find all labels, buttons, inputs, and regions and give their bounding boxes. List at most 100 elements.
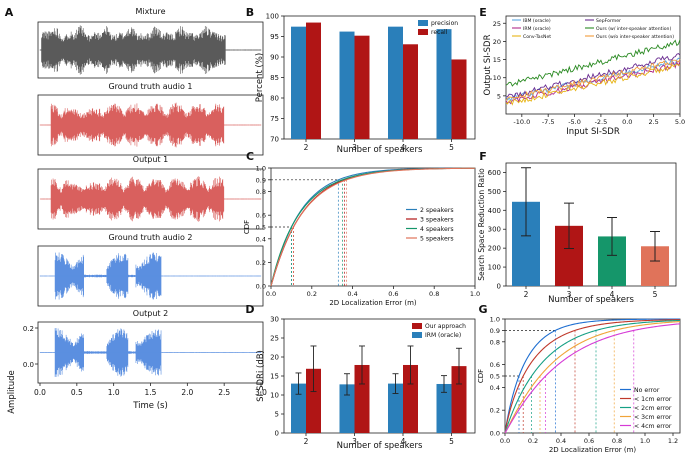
c-ytick-label-4: 0.6	[256, 212, 266, 220]
d-ylabel: SI-SDRi (dB)	[256, 350, 266, 402]
f-xtick-label-0: 2	[524, 290, 529, 299]
waveform-title-5: Output 2	[133, 309, 168, 318]
e-legend-label-5: Ours (w/o inter-speaker attention)	[596, 34, 674, 40]
d-bar-ours-5	[451, 366, 467, 433]
f-ytick-label-1: 100	[488, 264, 501, 272]
e-xtick-label-3: -2.5	[595, 118, 608, 126]
panel-letter-e: E	[479, 6, 487, 19]
a-ylabel: Amplitude	[7, 370, 17, 414]
e-series-3	[505, 53, 681, 99]
e-ytick-label-4: 25	[493, 20, 501, 28]
g-legend-label-0: No error	[634, 387, 660, 394]
f-ytick-label-2: 200	[488, 245, 501, 253]
f-ytick-label-3: 300	[488, 226, 501, 234]
g-legend-label-1: < 1cm error	[634, 396, 672, 403]
e-series-5	[505, 58, 681, 101]
d-bar-ours-2	[306, 368, 321, 433]
e-legend-label-4: Ours (w/ inter-speaker attention)	[596, 26, 671, 32]
g-ylabel: CDF	[477, 369, 485, 383]
f-xtick-label-2: 4	[610, 290, 615, 299]
b-bar-precision-3	[339, 31, 355, 139]
d-bar-irm-4	[388, 383, 403, 433]
e-legend-label-0: IBM (oracle)	[523, 18, 551, 24]
c-xlabel: 2D Localization Error (m)	[329, 299, 417, 307]
a-xtick-label-0: 0.0	[34, 388, 46, 397]
b-bar-precision-2	[291, 26, 306, 139]
c-xtick-label-1: 0.2	[307, 290, 317, 298]
g-xlabel: 2D Localization Error (m)	[549, 446, 637, 454]
panel-letter-d: D	[245, 303, 254, 316]
e-ytick-label-3: 20	[493, 38, 501, 46]
b-xlabel: Number of speakers	[337, 145, 423, 155]
g-xtick-label-1: 0.2	[528, 437, 538, 445]
b-legend-label-0: precision	[431, 20, 458, 27]
c-ytick-label-6: 0.9	[256, 176, 266, 184]
c-ytick-label-3: 0.5	[256, 224, 266, 232]
e-series-4	[505, 39, 681, 87]
e-ytick-label-1: 10	[493, 74, 501, 82]
c-legend-label-3: 5 speakers	[420, 236, 454, 243]
e-xtick-label-0: -10.0	[513, 118, 530, 126]
b-ytick-label-1: 75	[270, 115, 279, 123]
g-xtick-label-4: 0.8	[612, 437, 622, 445]
e-series-2	[505, 63, 681, 106]
a-ytick-label-0: 0.0	[23, 361, 34, 369]
waveform-panel-1	[37, 21, 264, 79]
f-xlabel: Number of speakers	[548, 295, 634, 305]
c-xtick-label-4: 0.8	[429, 290, 439, 298]
d-ytick-label-6: 30	[270, 316, 279, 324]
e-xtick-label-4: 0.0	[622, 118, 632, 126]
b-xtick-label-2: 4	[401, 143, 406, 152]
d-legend-swatch-1	[412, 332, 422, 338]
g-series-2	[504, 319, 681, 434]
c-legend-label-1: 3 speakers	[420, 217, 454, 224]
e-ytick-label-0: 5	[497, 92, 501, 100]
waveform-title-2: Ground truth audio 1	[108, 82, 192, 91]
c-xtick-label-5: 1.0	[470, 290, 480, 298]
waveform-panel-2	[37, 94, 264, 156]
e-xtick-label-1: -7.5	[542, 118, 555, 126]
g-legend-label-4: < 4cm error	[634, 423, 672, 430]
e-xtick-label-6: 5.0	[675, 118, 685, 126]
c-ytick-label-0: 0.0	[256, 283, 266, 291]
g-ytick-label-5: 0.8	[490, 338, 500, 346]
g-ytick-label-1: 0.2	[490, 407, 500, 415]
e-ytick-label-2: 15	[493, 56, 501, 64]
a-xtick-label-3: 1.5	[145, 388, 157, 397]
c-xtick-label-0: 0.0	[266, 290, 276, 298]
d-xlabel: Number of speakers	[337, 441, 423, 451]
waveform-panel-3	[37, 168, 264, 230]
g-ytick-label-3: 0.5	[490, 373, 500, 381]
d-bar-ours-4	[403, 364, 418, 433]
d-xtick-label-2: 4	[401, 437, 406, 446]
b-ytick-label-0: 70	[270, 136, 279, 144]
b-bar-recall-3	[354, 35, 370, 139]
d-legend-label-0: Our approach	[425, 323, 466, 330]
panel-letter-c: C	[246, 150, 254, 163]
b-ytick-label-2: 80	[270, 95, 279, 103]
g-xtick-label-6: 1.2	[668, 437, 678, 445]
b-ytick-label-5: 95	[270, 33, 279, 41]
f-ytick-label-6: 600	[488, 169, 501, 177]
e-xtick-label-2: -5.0	[568, 118, 581, 126]
d-bar-irm-3	[339, 384, 355, 433]
e-xtick-label-5: 2.5	[648, 118, 658, 126]
b-bar-precision-5	[436, 29, 452, 139]
a-xtick-label-1: 0.5	[71, 388, 83, 397]
d-ytick-label-5: 25	[270, 335, 279, 343]
f-xtick-label-1: 3	[567, 290, 572, 299]
f-ytick-label-5: 500	[488, 188, 501, 196]
a-ytick-label-1: 0.2	[23, 325, 34, 333]
e-legend-label-2: Conv-TasNet	[523, 34, 551, 40]
e-series-1	[505, 60, 681, 105]
g-legend-label-2: < 2cm error	[634, 405, 672, 412]
d-xtick-label-0: 2	[304, 437, 309, 446]
b-legend-label-1: recall	[431, 29, 448, 36]
a-xtick-label-5: 2.5	[218, 388, 230, 397]
b-bar-recall-5	[451, 59, 467, 139]
b-xtick-label-3: 5	[449, 143, 454, 152]
c-legend-label-0: 2 speakers	[420, 207, 454, 214]
waveform-title-1: Mixture	[135, 7, 165, 16]
e-xlabel: Input SI-SDR	[566, 127, 620, 137]
